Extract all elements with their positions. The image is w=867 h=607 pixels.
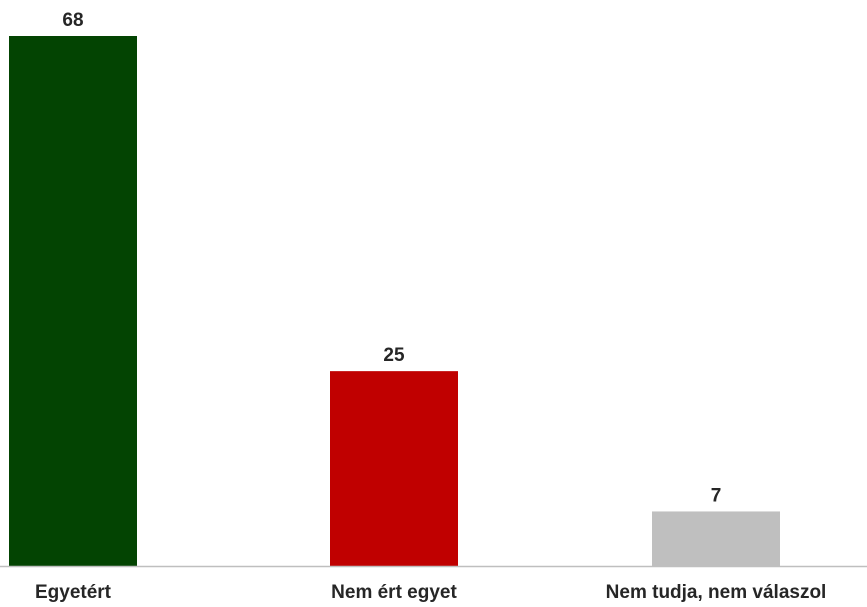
value-label-0: 68: [62, 10, 83, 31]
category-label-0: Egyetért: [35, 582, 112, 603]
bars-group: [9, 36, 780, 566]
category-labels-group: Egyetért Nem ért egyet Nem tudja, nem vála…: [35, 582, 826, 603]
bar-0: [9, 36, 137, 566]
bar-2: [652, 511, 780, 566]
value-label-1: 25: [383, 345, 405, 366]
category-label-2: Nem tudja, nem válaszol: [606, 582, 827, 603]
value-label-2: 7: [711, 485, 722, 506]
bar-1: [330, 371, 458, 566]
value-labels-group: 68 25 7: [62, 10, 721, 506]
category-label-1: Nem ért egyet: [331, 582, 457, 603]
